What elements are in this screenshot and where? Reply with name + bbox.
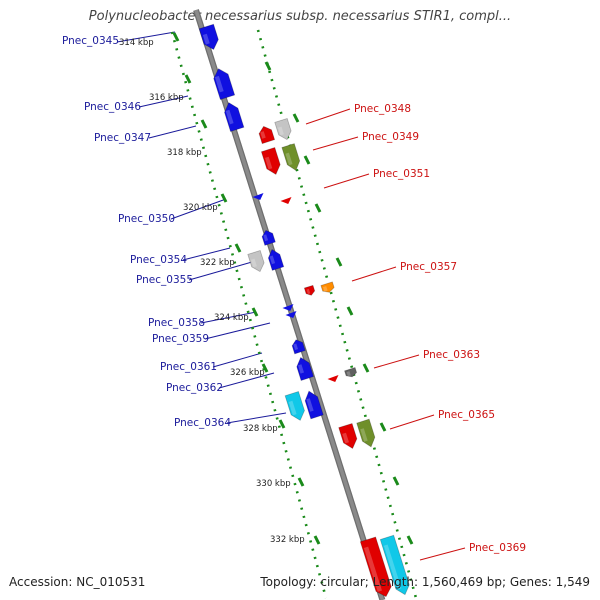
kbp-tick-label: 316 kbp	[149, 93, 184, 103]
gene-block-blue[interactable]	[303, 389, 324, 420]
kbp-tick-label: 322 kbp	[200, 258, 235, 268]
leader-line	[351, 266, 397, 282]
tick-mark	[335, 257, 343, 267]
gene-label-left[interactable]: Pnec_0359	[152, 333, 209, 345]
gene-label-left[interactable]: Pnec_0361	[160, 361, 217, 373]
gene-block-blue[interactable]	[285, 311, 297, 318]
tick-mark	[392, 476, 400, 486]
gene-block-red[interactable]	[280, 197, 292, 204]
gene-block-grey[interactable]	[274, 118, 293, 142]
gene-label-right[interactable]: Pnec_0349	[362, 131, 419, 143]
gene-block-cyan[interactable]	[284, 391, 307, 423]
gene-block-red[interactable]	[303, 284, 316, 296]
gene-block-olive[interactable]	[356, 418, 378, 449]
gene-label-left[interactable]: Pnec_0362	[166, 382, 223, 394]
tick-mark	[297, 477, 305, 487]
gene-label-right[interactable]: Pnec_0351	[373, 168, 430, 180]
tick-mark	[251, 307, 259, 317]
gene-block-blue[interactable]	[282, 304, 294, 311]
leader-line	[419, 547, 466, 561]
kbp-tick-label: 330 kbp	[256, 479, 291, 489]
gene-block-blue[interactable]	[291, 338, 306, 355]
topology-text: Topology: circular; Length: 1,560,469 bp…	[260, 575, 590, 589]
gene-block-blue[interactable]	[252, 193, 264, 200]
gene-label-left[interactable]: Pnec_0346	[84, 101, 141, 113]
leader-line	[226, 412, 287, 424]
tick-mark	[292, 113, 300, 123]
leader-line	[373, 354, 420, 369]
leader-line	[200, 311, 257, 324]
kbp-tick-label: 332 kbp	[270, 535, 305, 545]
tick-mark	[346, 306, 354, 316]
gene-label-left[interactable]: Pnec_0347	[94, 132, 151, 144]
tick-mark	[314, 203, 322, 213]
gene-block-blue[interactable]	[266, 248, 285, 271]
leader-line	[204, 322, 271, 340]
tick-mark	[379, 422, 387, 432]
leader-line	[212, 352, 263, 368]
tick-mark	[220, 193, 228, 203]
accession-text: Accession: NC_010531	[9, 575, 146, 589]
tick-mark	[278, 419, 286, 429]
gene-block-olive[interactable]	[281, 143, 302, 173]
gene-block-cyan[interactable]	[379, 534, 411, 596]
gene-block-red[interactable]	[257, 124, 276, 145]
leader-line	[138, 95, 189, 108]
kbp-tick-label: 314 kbp	[119, 38, 154, 48]
gene-block-red[interactable]	[327, 375, 339, 382]
tick-mark	[264, 61, 272, 71]
gene-block-blue[interactable]	[211, 66, 236, 101]
leader-line	[305, 108, 351, 125]
leader-line	[312, 136, 359, 151]
gene-block-blue[interactable]	[222, 101, 245, 132]
gene-block-red[interactable]	[338, 422, 360, 450]
leader-line	[170, 198, 227, 220]
leader-line	[323, 173, 370, 189]
gene-block-darkgrey[interactable]	[344, 367, 358, 379]
gene-block-red[interactable]	[359, 536, 393, 599]
gene-label-right[interactable]: Pnec_0369	[469, 542, 526, 554]
kbp-tick-label: 320 kbp	[183, 203, 218, 213]
tick-mark	[200, 119, 208, 129]
kbp-tick-label: 328 kbp	[243, 424, 278, 434]
leader-line	[389, 414, 435, 430]
tick-track-left	[170, 31, 328, 599]
gene-label-right[interactable]: Pnec_0365	[438, 409, 495, 421]
tick-mark	[234, 243, 242, 253]
gene-block-orange[interactable]	[320, 281, 335, 294]
tick-mark	[362, 363, 370, 373]
gene-label-right[interactable]: Pnec_0348	[354, 103, 411, 115]
gene-block-blue[interactable]	[261, 229, 276, 246]
kbp-tick-label: 324 kbp	[214, 313, 249, 323]
gene-label-left[interactable]: Pnec_0350	[118, 213, 175, 225]
gene-block-red[interactable]	[260, 146, 282, 176]
gene-block-blue[interactable]	[294, 356, 315, 381]
tick-mark	[184, 74, 192, 84]
tick-mark	[261, 363, 269, 373]
tick-mark	[406, 535, 414, 545]
leader-line	[182, 247, 231, 261]
gene-label-right[interactable]: Pnec_0357	[400, 261, 457, 273]
tick-mark	[313, 535, 321, 545]
leader-line	[148, 125, 197, 139]
tick-mark	[303, 155, 311, 165]
gene-label-left[interactable]: Pnec_0358	[148, 317, 205, 329]
leader-line	[218, 372, 275, 389]
leader-line	[188, 261, 253, 281]
gene-label-left[interactable]: Pnec_0355	[136, 274, 193, 286]
tick-track-right	[256, 29, 418, 599]
gene-label-left[interactable]: Pnec_0345	[62, 35, 119, 47]
gene-block-blue[interactable]	[198, 23, 221, 51]
gene-label-right[interactable]: Pnec_0363	[423, 349, 480, 361]
leader-line	[116, 31, 176, 43]
tick-mark	[172, 32, 180, 42]
gene-label-left[interactable]: Pnec_0364	[174, 417, 231, 429]
kbp-tick-label: 318 kbp	[167, 148, 202, 158]
gene-label-left[interactable]: Pnec_0354	[130, 254, 187, 266]
gene-block-grey[interactable]	[247, 250, 266, 274]
kbp-tick-label: 326 kbp	[230, 368, 265, 378]
